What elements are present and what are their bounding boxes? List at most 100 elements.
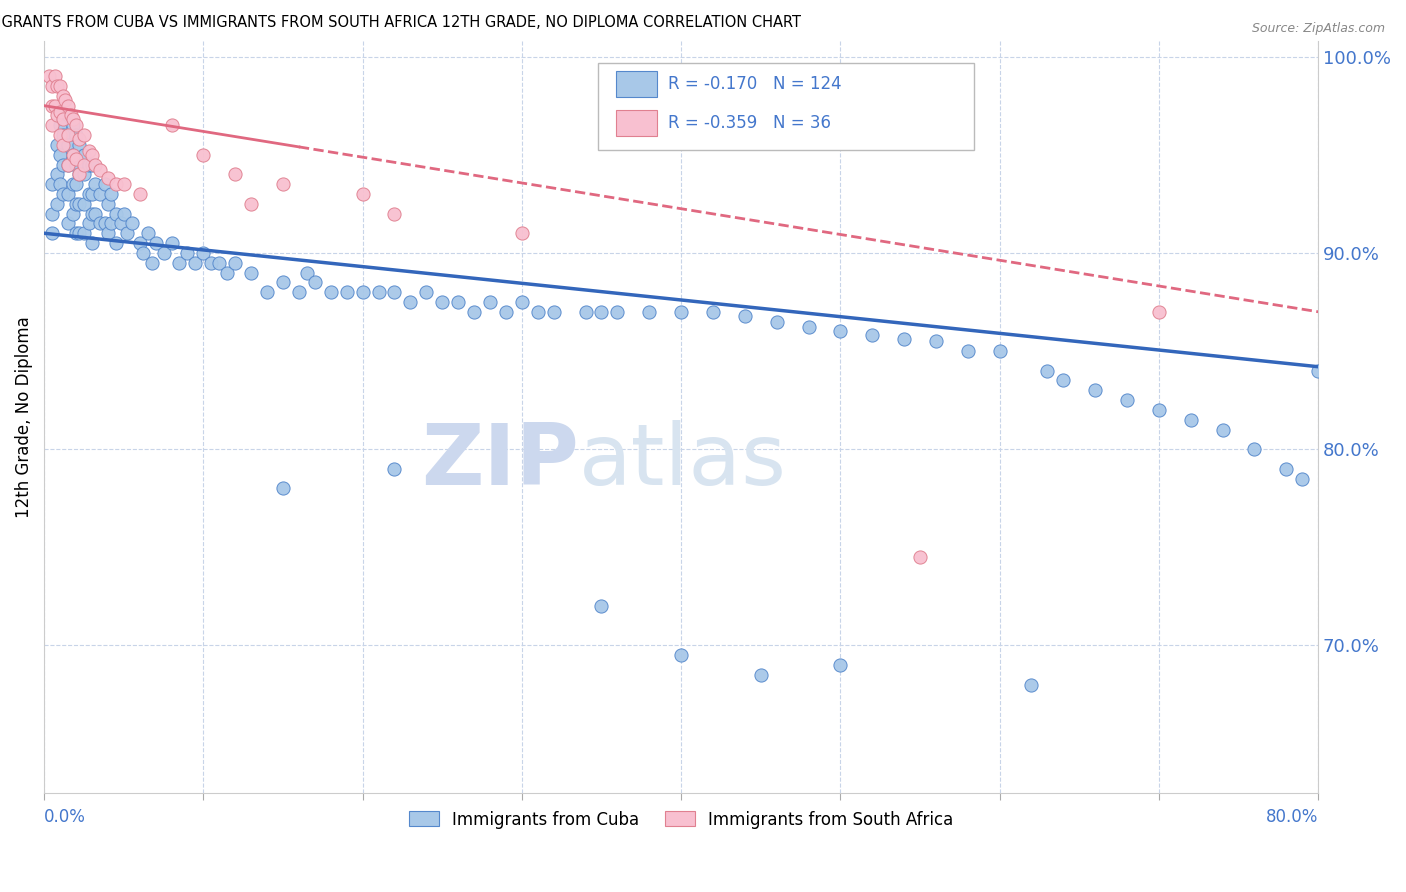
- Point: [49, 118, 72, 132]
- Point: [97, 226, 120, 240]
- Point: [479, 295, 502, 310]
- FancyBboxPatch shape: [616, 71, 657, 96]
- Point: [62, 177, 84, 191]
- Point: [925, 334, 948, 349]
- Point: [336, 285, 359, 300]
- Point: [41, 78, 63, 93]
- Point: [52, 128, 75, 142]
- Point: [100, 186, 122, 201]
- Point: [112, 206, 135, 220]
- Point: [224, 167, 246, 181]
- Point: [84, 206, 107, 220]
- Text: Source: ZipAtlas.com: Source: ZipAtlas.com: [1251, 22, 1385, 36]
- Point: [45, 137, 67, 152]
- Point: [65, 118, 87, 132]
- Point: [830, 325, 852, 339]
- Point: [73, 167, 96, 181]
- Point: [62, 147, 84, 161]
- Point: [62, 112, 84, 127]
- Point: [73, 226, 96, 240]
- Point: [295, 265, 318, 279]
- Point: [38, 69, 60, 83]
- Point: [1021, 678, 1043, 692]
- Point: [73, 128, 96, 142]
- Point: [73, 196, 96, 211]
- Point: [67, 196, 90, 211]
- Point: [104, 206, 127, 220]
- Point: [136, 226, 159, 240]
- Point: [56, 128, 79, 142]
- Point: [288, 285, 311, 300]
- Point: [77, 186, 100, 201]
- Point: [734, 309, 756, 323]
- Point: [112, 177, 135, 191]
- Point: [77, 144, 100, 158]
- Point: [41, 118, 63, 132]
- Point: [574, 305, 596, 319]
- Point: [352, 285, 374, 300]
- Point: [432, 295, 454, 310]
- Point: [271, 482, 294, 496]
- Point: [67, 167, 90, 181]
- Point: [89, 163, 111, 178]
- Text: 80.0%: 80.0%: [1265, 807, 1319, 826]
- Point: [89, 216, 111, 230]
- Point: [367, 285, 389, 300]
- Point: [84, 177, 107, 191]
- Point: [56, 186, 79, 201]
- Point: [749, 668, 772, 682]
- Point: [84, 157, 107, 171]
- Point: [384, 206, 406, 220]
- Point: [638, 305, 661, 319]
- Point: [702, 305, 724, 319]
- Point: [132, 245, 155, 260]
- Point: [100, 216, 122, 230]
- Point: [80, 235, 103, 250]
- Text: ZIP: ZIP: [422, 420, 579, 503]
- Point: [908, 550, 931, 565]
- Point: [304, 275, 326, 289]
- Point: [160, 235, 183, 250]
- Point: [52, 157, 75, 171]
- Point: [160, 118, 183, 132]
- Text: R = -0.359   N = 36: R = -0.359 N = 36: [668, 114, 831, 132]
- Point: [65, 226, 87, 240]
- Point: [797, 320, 820, 334]
- Point: [56, 98, 79, 112]
- Point: [128, 235, 150, 250]
- Text: atlas: atlas: [579, 420, 787, 503]
- Point: [67, 137, 90, 152]
- Point: [62, 147, 84, 161]
- Point: [67, 167, 90, 181]
- Point: [495, 305, 517, 319]
- Text: R = -0.170   N = 124: R = -0.170 N = 124: [668, 75, 842, 93]
- Point: [65, 152, 87, 166]
- Point: [1291, 472, 1313, 486]
- Point: [240, 196, 263, 211]
- Point: [415, 285, 437, 300]
- Point: [53, 93, 76, 107]
- Point: [1180, 413, 1202, 427]
- Point: [97, 171, 120, 186]
- Point: [93, 216, 115, 230]
- Point: [49, 147, 72, 161]
- Point: [65, 177, 87, 191]
- Point: [77, 216, 100, 230]
- Point: [1275, 462, 1298, 476]
- Point: [44, 98, 66, 112]
- Point: [67, 132, 90, 146]
- Point: [669, 305, 692, 319]
- Point: [510, 295, 533, 310]
- Point: [176, 245, 198, 260]
- Point: [384, 285, 406, 300]
- Point: [41, 206, 63, 220]
- Point: [193, 245, 215, 260]
- Point: [73, 147, 96, 161]
- Point: [217, 265, 239, 279]
- Point: [208, 255, 231, 269]
- Point: [56, 108, 79, 122]
- Point: [62, 118, 84, 132]
- Point: [65, 196, 87, 211]
- Point: [49, 78, 72, 93]
- Point: [80, 147, 103, 161]
